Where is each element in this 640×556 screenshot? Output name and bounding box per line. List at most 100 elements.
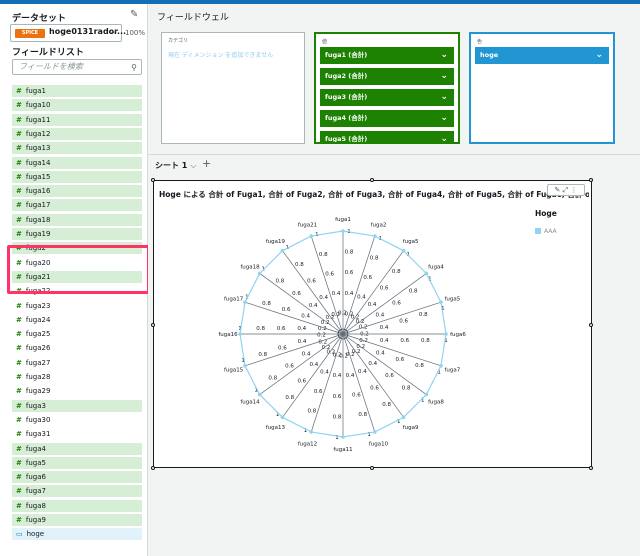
tick-label: 0.6 — [307, 278, 316, 284]
more-menu-icon[interactable]: ⋮ — [570, 186, 578, 194]
axis-label: fuga12 — [298, 441, 317, 447]
measure-icon: # — [16, 144, 22, 153]
axis-label: fuga18 — [240, 264, 260, 270]
field-item-fuga24[interactable]: # fuga24 — [12, 313, 142, 326]
field-item-fuga3[interactable]: # fuga3 — [12, 399, 142, 412]
resize-handle[interactable] — [151, 466, 155, 470]
value-well[interactable]: 値 fuga1 (合計) ⌄ fuga2 (合計) ⌄ fuga3 (合計) ⌄ fu… — [314, 32, 460, 144]
color-well[interactable]: 色 hoge ⌄ — [469, 32, 615, 144]
tick-label: 0.4 — [319, 295, 328, 301]
resize-handle[interactable] — [370, 178, 374, 182]
chart-title: Hoge による 合計 of Fuga1, 合計 of Fuga2, 合計 of… — [159, 190, 589, 199]
main-area: フィールドウェル カテゴリ 現在 ディメンション を追加できません 値 fuga… — [148, 4, 640, 556]
tick-label: 1 — [444, 338, 448, 344]
field-item-fuga18[interactable]: # fuga18 — [12, 213, 142, 226]
legend-item[interactable]: AAA — [535, 228, 557, 235]
series-point — [373, 430, 377, 434]
field-item-fuga19[interactable]: # fuga19 — [12, 228, 142, 240]
series-point — [401, 415, 406, 420]
field-label: fuga10 — [25, 101, 51, 110]
field-item-fuga17[interactable]: # fuga17 — [12, 199, 142, 212]
measure-icon: # — [16, 215, 22, 224]
radar-spoke — [342, 250, 404, 335]
field-label: fuga19 — [25, 230, 51, 238]
radar-center — [337, 328, 349, 340]
measure-icon: # — [16, 387, 22, 396]
field-item-fuga4[interactable]: # fuga4 — [12, 442, 142, 455]
field-item-fuga10[interactable]: # fuga10 — [12, 99, 142, 112]
field-item-fuga25[interactable]: # fuga25 — [12, 328, 142, 341]
field-item-fuga31[interactable]: # fuga31 — [12, 428, 142, 441]
field-item-fuga23[interactable]: # fuga23 — [12, 299, 142, 312]
field-item-fuga6[interactable]: # fuga6 — [12, 471, 142, 484]
edit-pencil-icon[interactable]: ✎ — [554, 186, 561, 194]
tick-label: 0.2 — [318, 339, 327, 345]
field-item-fuga15[interactable]: # fuga15 — [12, 170, 142, 183]
field-item-fuga7[interactable]: # fuga7 — [12, 485, 142, 498]
resize-handle[interactable] — [151, 323, 155, 327]
field-label: fuga17 — [25, 201, 51, 210]
tick-label: 0.4 — [357, 295, 366, 301]
field-item-fuga13[interactable]: # fuga13 — [12, 142, 142, 155]
field-label: fuga29 — [25, 387, 51, 396]
tick-label: 0.6 — [292, 291, 301, 297]
field-item-fuga26[interactable]: # fuga26 — [12, 342, 142, 355]
top-bar — [0, 0, 640, 4]
field-label: fuga20 — [25, 258, 51, 267]
resize-handle[interactable] — [370, 466, 374, 470]
field-item-fuga16[interactable]: # fuga16 — [12, 185, 142, 198]
field-label: fuga1 — [25, 87, 46, 95]
category-well[interactable]: カテゴリ 現在 ディメンション を追加できません — [161, 32, 305, 144]
field-item-hoge[interactable]: ▭ hoge — [12, 528, 142, 541]
field-item-fuga29[interactable]: # fuga29 — [12, 385, 142, 398]
visual-toolbar[interactable]: ✎ ⤢ ⋮ — [547, 184, 585, 196]
radar-chart: 0.20.40.60.81fuga10.20.40.60.81fuga20.20… — [218, 217, 466, 453]
radar-spoke — [259, 333, 344, 395]
field-item-fuga9[interactable]: # fuga9 — [12, 514, 142, 526]
edit-pencil-icon[interactable]: ✎ — [130, 9, 139, 20]
field-item-fuga30[interactable]: # fuga30 — [12, 413, 142, 426]
tick-label: 0.4 — [380, 338, 389, 344]
resize-handle[interactable] — [589, 178, 593, 182]
category-hint: 現在 ディメンション を追加できません — [168, 52, 274, 59]
value-pill[interactable]: fuga2 (合計) ⌄ — [320, 68, 454, 85]
field-item-fuga1[interactable]: # fuga1 — [12, 85, 142, 97]
value-pill[interactable]: fuga5 (合計) ⌄ — [320, 131, 454, 142]
tick-label: 0.8 — [258, 352, 267, 358]
resize-handle[interactable] — [151, 178, 155, 182]
tick-label: 0.4 — [376, 350, 385, 356]
field-item-fuga14[interactable]: # fuga14 — [12, 156, 142, 169]
tick-label: 0.8 — [358, 412, 367, 418]
tick-label: 0.6 — [352, 393, 361, 399]
value-pill[interactable]: fuga3 (合計) ⌄ — [320, 89, 454, 106]
field-item-fuga5[interactable]: # fuga5 — [12, 456, 142, 469]
expand-icon[interactable]: ⤢ — [562, 186, 569, 194]
radar-visual[interactable]: Hoge による 合計 of Fuga1, 合計 of Fuga2, 合計 of… — [151, 178, 593, 470]
field-item-fuga20[interactable]: # fuga20 — [12, 256, 142, 269]
field-item-fuga12[interactable]: # fuga12 — [12, 127, 142, 140]
tab-sheet-1[interactable]: シート 1 ⌵ — [155, 161, 197, 170]
field-item-fuga27[interactable]: # fuga27 — [12, 356, 142, 369]
field-item-fuga11[interactable]: # fuga11 — [12, 113, 142, 126]
field-item-fuga28[interactable]: # fuga28 — [12, 371, 142, 383]
tick-label: 0.6 — [399, 319, 408, 325]
field-search-input[interactable]: フィールドを検索 ⚲ — [12, 59, 142, 75]
value-pill[interactable]: fuga1 (合計) ⌄ — [320, 47, 454, 64]
resize-handle[interactable] — [589, 323, 593, 327]
add-sheet-button[interactable]: + — [202, 157, 212, 170]
field-item-fuga8[interactable]: # fuga8 — [12, 499, 142, 512]
color-pill[interactable]: hoge ⌄ — [475, 47, 609, 64]
field-label: fuga27 — [25, 358, 51, 367]
tick-label: 0.8 — [262, 301, 271, 307]
resize-handle[interactable] — [589, 466, 593, 470]
tick-label: 0.4 — [346, 373, 355, 379]
axis-label: fuga9 — [403, 425, 419, 431]
field-item-fuga21[interactable]: # fuga21 — [12, 270, 142, 283]
value-pill[interactable]: fuga4 (合計) ⌄ — [320, 110, 454, 127]
tick-label: 0.6 — [380, 286, 389, 292]
axis-label: fuga13 — [266, 425, 286, 431]
measure-icon: # — [16, 187, 22, 196]
measure-icon: # — [16, 487, 22, 496]
tick-label: 1 — [254, 388, 258, 394]
dataset-selector[interactable]: SPICE hoge0131rador... ⌵ — [10, 24, 126, 42]
